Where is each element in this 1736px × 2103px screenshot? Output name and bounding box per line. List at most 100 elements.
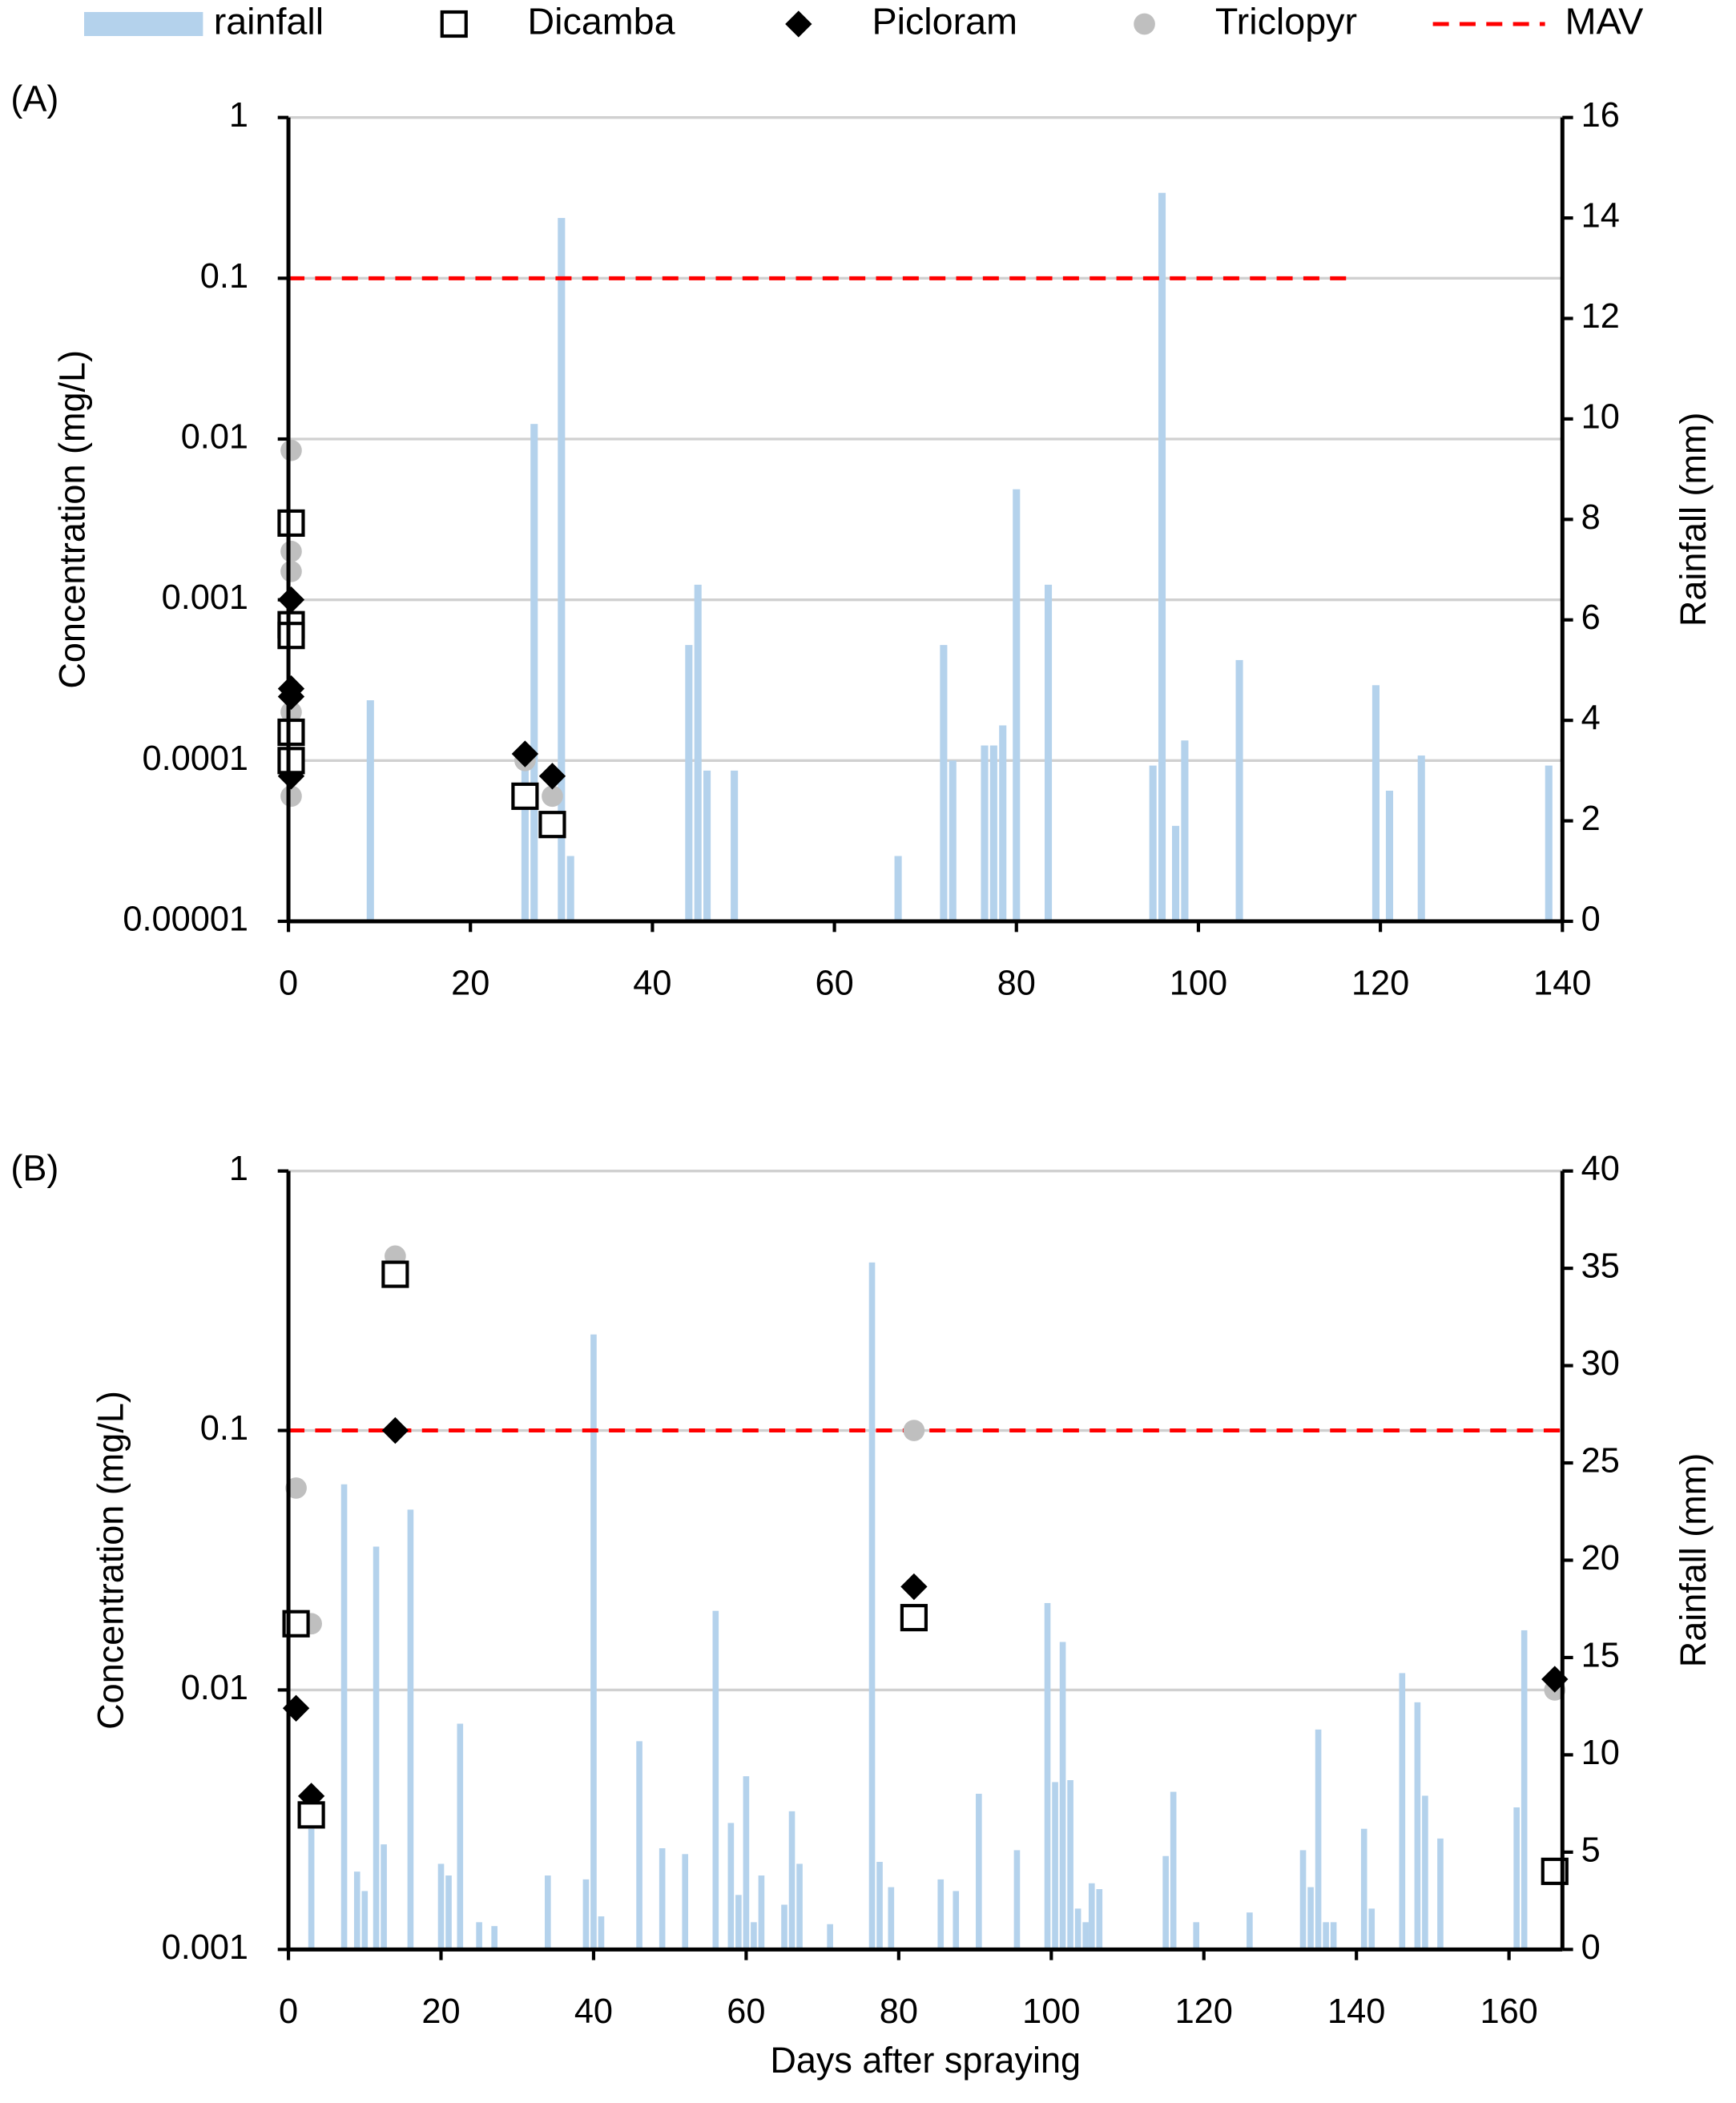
- rain-bar: [582, 1879, 590, 1950]
- rain-bar: [636, 1741, 642, 1950]
- rain-bar: [1247, 1912, 1253, 1950]
- rain-bar: [758, 1875, 765, 1950]
- rain-bar: [361, 1891, 369, 1950]
- rain-bar: [1193, 1922, 1200, 1950]
- rain-bar: [949, 760, 957, 921]
- x-tick-label: 40: [574, 1992, 613, 2031]
- rain-bar: [381, 1844, 387, 1950]
- x-tick-label: 80: [997, 964, 1036, 1002]
- rain-bar: [1013, 1850, 1021, 1950]
- y2-tick-label: 2: [1581, 800, 1601, 838]
- rain-bar: [981, 745, 989, 921]
- y-tick-label: 0.01: [181, 417, 248, 456]
- x-tick-label: 100: [1022, 1992, 1080, 2031]
- rain-bar: [1513, 1807, 1520, 1950]
- rain-bar: [1315, 1729, 1322, 1950]
- rain-bar: [1172, 825, 1180, 921]
- rain-bar: [888, 1887, 895, 1950]
- y2-tick-label: 5: [1581, 1831, 1601, 1869]
- rain-bar: [476, 1922, 482, 1950]
- marker-circle: [285, 1477, 307, 1499]
- marker-diamond: [511, 740, 539, 767]
- y2-tick-label: 0: [1581, 1928, 1601, 1967]
- y2-tick-label: 6: [1581, 598, 1601, 637]
- rain-bar: [876, 1862, 883, 1950]
- rain-bar: [1052, 1782, 1058, 1950]
- rain-bar: [1545, 765, 1553, 921]
- rain-bar: [1067, 1779, 1073, 1950]
- rain-bar: [989, 745, 997, 921]
- rain-bar: [1082, 1922, 1089, 1950]
- y2-tick-label: 0: [1581, 900, 1601, 938]
- marker-diamond: [900, 1573, 928, 1601]
- y-tick-label: 0.1: [200, 1409, 248, 1448]
- x-tick-label: 20: [451, 964, 489, 1002]
- y-tick-label: 0.00001: [123, 900, 248, 938]
- y-tick-label: 1: [229, 96, 248, 135]
- y2-tick-label: 15: [1581, 1636, 1620, 1674]
- rain-bar: [685, 645, 693, 921]
- x-tick-label: 20: [421, 1992, 460, 2031]
- marker-square: [440, 10, 468, 38]
- x-tick-label: 100: [1170, 964, 1227, 1002]
- x-axis-title: Days after spraying: [770, 2040, 1081, 2081]
- rain-bar: [894, 856, 902, 921]
- rain-bar: [788, 1811, 795, 1950]
- marker-square: [277, 718, 305, 747]
- rain-bar: [682, 1854, 689, 1950]
- y2-axis-title: Rainfall (mm): [1673, 1453, 1714, 1668]
- marker-circle: [280, 701, 302, 723]
- marker-square: [511, 782, 539, 810]
- y2-tick-label: 14: [1581, 197, 1620, 236]
- y-tick-label: 0.0001: [143, 739, 249, 778]
- marker-diamond: [277, 586, 305, 614]
- rain-bar: [1181, 740, 1189, 921]
- rain-bar: [590, 1334, 597, 1950]
- y2-tick-label: 25: [1581, 1441, 1620, 1480]
- rain-bar: [1235, 659, 1243, 921]
- marker-diamond: [277, 683, 305, 711]
- marker-circle: [1134, 13, 1155, 35]
- rain-bar: [703, 770, 711, 921]
- rain-bar: [1158, 192, 1166, 921]
- rain-bar: [373, 1546, 380, 1950]
- rain-bar: [1096, 1889, 1103, 1950]
- rain-bar: [1059, 1642, 1066, 1950]
- rain-bar: [1414, 1702, 1421, 1950]
- x-tick-label: 160: [1480, 1992, 1537, 2031]
- legend-label: Dicamba: [527, 0, 675, 42]
- y2-axis-title: Rainfall (mm): [1673, 413, 1714, 627]
- y2-tick-label: 20: [1581, 1539, 1620, 1577]
- rain-bar: [727, 1823, 735, 1950]
- x-tick-label: 0: [279, 1992, 298, 2031]
- rain-bar: [1307, 1887, 1314, 1950]
- y-tick-label: 0.001: [162, 1928, 248, 1967]
- x-tick-label: 120: [1351, 964, 1409, 1002]
- y-tick-label: 0.01: [181, 1669, 248, 1707]
- rain-bar: [521, 760, 529, 921]
- rain-bar: [340, 1484, 348, 1950]
- marker-square: [381, 1260, 409, 1288]
- rain-bar: [1437, 1838, 1444, 1950]
- x-tick-label: 60: [815, 964, 853, 1002]
- marker-diamond: [381, 1416, 409, 1444]
- rain-bar: [1368, 1908, 1376, 1950]
- rain-bar: [712, 1610, 719, 1950]
- rain-bar: [1013, 489, 1021, 921]
- legend-swatch: [84, 12, 203, 36]
- rain-bar: [1044, 584, 1053, 921]
- marker-circle: [280, 785, 302, 808]
- rain-bar: [1170, 1791, 1177, 1950]
- x-tick-label: 80: [880, 1992, 918, 2031]
- rain-bar: [1299, 1850, 1307, 1950]
- marker-diamond: [785, 10, 812, 38]
- rain-bar: [1330, 1922, 1337, 1950]
- rain-bar: [353, 1871, 360, 1950]
- y2-tick-label: 12: [1581, 297, 1620, 336]
- rain-bar: [1422, 1795, 1428, 1950]
- marker-circle: [280, 560, 302, 582]
- x-tick-label: 140: [1327, 1992, 1385, 2031]
- x-tick-label: 0: [279, 964, 298, 1002]
- rain-bar: [781, 1904, 787, 1950]
